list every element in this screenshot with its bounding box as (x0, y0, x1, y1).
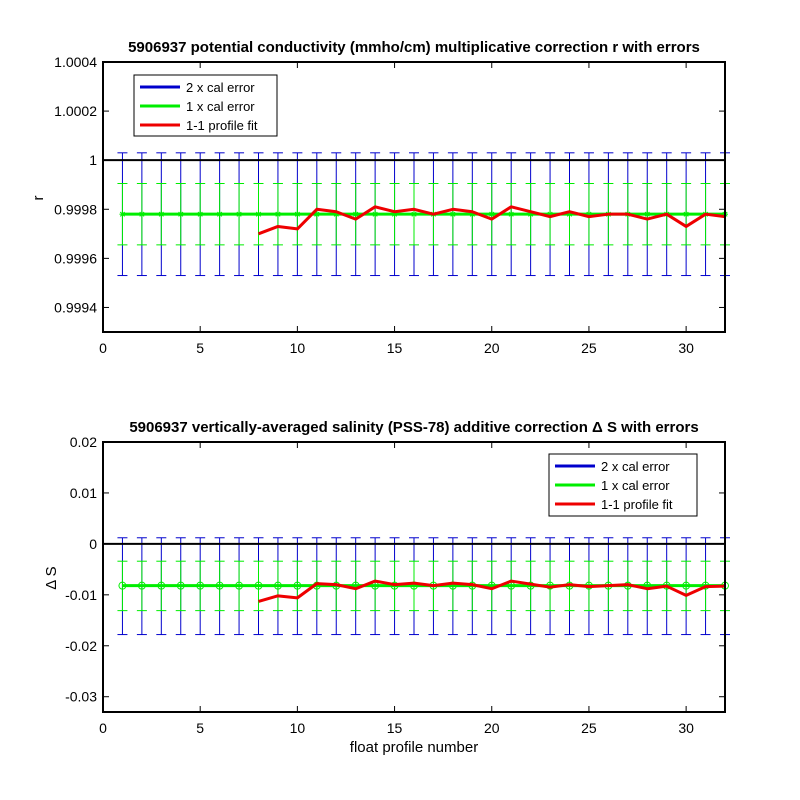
data-point-marker (644, 211, 651, 218)
data-point-marker (488, 211, 495, 218)
data-point-marker (352, 211, 359, 218)
y-tick-label: 1.0004 (54, 54, 97, 70)
x-tick-label: 30 (678, 340, 694, 356)
data-point-marker (158, 211, 165, 218)
marker-stroke (508, 211, 514, 217)
marker-stroke (139, 211, 145, 217)
data-point-marker (274, 211, 281, 218)
x-tick-label: 5 (196, 340, 204, 356)
data-point-marker (119, 211, 126, 218)
data-point-marker (372, 211, 379, 218)
legend-label-1x-cal-error: 1 x cal error (186, 99, 255, 114)
data-point-marker (118, 581, 127, 590)
data-point-marker (273, 581, 282, 590)
data-point-marker (176, 581, 185, 590)
x-tick-label: 25 (581, 340, 597, 356)
data-point-marker (137, 581, 146, 590)
data-point-marker (682, 581, 691, 590)
legend-label-1x-cal-error: 1 x cal error (601, 478, 670, 493)
marker-stroke (353, 211, 359, 217)
y-tick-label: 0.9994 (54, 299, 97, 315)
marker-stroke (644, 211, 650, 217)
legend-label-2x-cal-error: 2 x cal error (186, 80, 255, 95)
x-tick-label: 20 (484, 340, 500, 356)
data-point-marker (449, 211, 456, 218)
x-tick-label: 30 (678, 720, 694, 736)
axes-frame (102, 61, 726, 333)
series-profile-fit-line (257, 205, 726, 236)
data-point-marker (683, 211, 690, 218)
data-point-marker (411, 211, 417, 218)
y-tick-label: -0.01 (65, 587, 97, 603)
marker-stroke (236, 211, 242, 217)
data-point-marker (236, 211, 243, 218)
y-tick-label: 1.0002 (54, 103, 97, 119)
y-tick-label: 0.9996 (54, 250, 97, 266)
legend: 2 x cal error 1 x cal error 1-1 profile … (548, 453, 698, 517)
y-tick-label: 0 (89, 536, 97, 552)
x-tick-label: 15 (387, 720, 403, 736)
data-point-marker (138, 211, 145, 218)
data-point-marker (254, 581, 263, 590)
data-point-marker (294, 211, 301, 218)
data-point-marker (235, 581, 244, 590)
legend-label-2x-cal-error: 2 x cal error (601, 459, 670, 474)
y-tick-label: 0.02 (70, 434, 97, 450)
x-tick-label: 10 (290, 720, 306, 736)
data-point-marker (216, 211, 223, 218)
marker-stroke (450, 211, 456, 217)
marker-stroke (275, 211, 281, 217)
salinity-correction-panel: 5906937 vertically-averaged salinity (PS… (43, 419, 730, 756)
marker-stroke (119, 211, 125, 217)
marker-stroke (217, 211, 223, 217)
y-tick-label: -0.02 (65, 638, 97, 654)
data-point-marker (197, 211, 204, 218)
conductivity-correction-panel: 5906937 potential conductivity (mmho/cm)… (30, 39, 730, 356)
x-tick-label: 5 (196, 720, 204, 736)
data-point-marker (177, 211, 184, 218)
x-tick-label: 25 (581, 720, 597, 736)
x-tick-label: 15 (387, 340, 403, 356)
y-tick-label: 1 (89, 152, 97, 168)
data-point-marker (157, 581, 166, 590)
marker-stroke (255, 211, 262, 217)
chart-title: 5906937 potential conductivity (mmho/cm)… (128, 39, 700, 56)
marker-stroke (294, 211, 300, 217)
marker-stroke (178, 211, 184, 217)
marker-stroke (314, 211, 320, 217)
series-profile-fit-line (258, 579, 726, 603)
axes-frame (102, 441, 726, 713)
y-tick-label: -0.03 (65, 689, 97, 705)
chart-title: 5906937 vertically-averaged salinity (PS… (129, 419, 698, 436)
y-axis-label: r (30, 196, 47, 201)
x-tick-label: 10 (290, 340, 306, 356)
marker-stroke (197, 211, 203, 217)
data-point-marker (255, 211, 262, 218)
x-tick-label: 20 (484, 720, 500, 736)
series-1x-cal-error (117, 183, 730, 246)
marker-stroke (683, 211, 689, 217)
legend-label-profile-fit: 1-1 profile fit (601, 497, 673, 512)
marker-stroke (411, 211, 417, 217)
marker-stroke (489, 211, 495, 217)
x-axis-label: float profile number (350, 739, 478, 756)
legend: 2 x cal error 1 x cal error 1-1 profile … (133, 74, 278, 137)
x-tick-label: 0 (99, 720, 107, 736)
y-tick-label: 0.9998 (54, 201, 97, 217)
data-point-marker (215, 581, 224, 590)
marker-stroke (158, 211, 164, 217)
data-point-marker (293, 581, 302, 590)
y-axis-label: Δ S (43, 566, 60, 589)
data-point-marker (196, 581, 205, 590)
data-point-marker (508, 211, 515, 218)
y-tick-label: 0.01 (70, 485, 97, 501)
x-tick-label: 0 (99, 340, 107, 356)
marker-stroke (372, 211, 378, 217)
legend-label-profile-fit: 1-1 profile fit (186, 118, 258, 133)
